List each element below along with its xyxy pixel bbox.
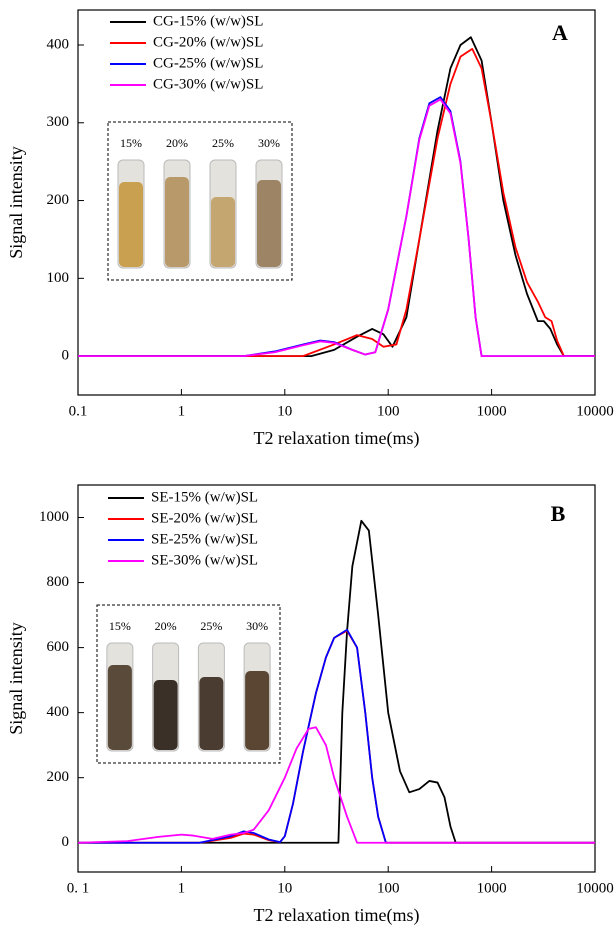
tube-sample (245, 671, 270, 750)
y-tick-label: 600 (47, 639, 70, 655)
y-axis-title: Signal intensity (6, 622, 26, 735)
y-tick-label: 200 (47, 192, 70, 208)
plot-frame (77, 9, 596, 396)
y-tick-label: 0 (62, 348, 70, 364)
x-axis-title: T2 relaxation time(ms) (254, 905, 420, 926)
x-tick-label: 100 (377, 403, 400, 419)
tube-sample (211, 197, 235, 267)
tube-sample (107, 665, 132, 750)
tube-sample (165, 177, 189, 267)
tube-sample (119, 182, 143, 267)
series-line (77, 726, 595, 844)
legend-label: CG-15% (w/w)SL (153, 13, 263, 29)
x-tick-label: 0. 1 (67, 880, 90, 896)
series-line (78, 36, 595, 358)
inset-label: 20% (166, 136, 188, 150)
tube-sample (257, 180, 281, 267)
x-tick-label: 1000 (477, 403, 507, 419)
legend-label: SE-20% (w/w)SL (151, 510, 258, 526)
inset-label: 20% (155, 619, 177, 633)
x-tick-label: 1000 (477, 880, 507, 896)
x-tick-label: 10000 (576, 403, 614, 419)
y-tick-label: 0 (62, 834, 70, 850)
y-tick-label: 100 (47, 270, 70, 286)
tube-sample (153, 680, 178, 750)
x-axis-title: T2 relaxation time(ms) (254, 428, 420, 449)
plot-frame (77, 484, 596, 873)
y-tick-label: 300 (47, 114, 70, 130)
series-line (78, 98, 595, 358)
legend-label: SE-30% (w/w)SL (151, 552, 258, 568)
series-line (78, 47, 595, 358)
panel-label: A (552, 20, 568, 45)
x-tick-label: 0.1 (69, 403, 88, 419)
y-tick-label: 800 (47, 574, 70, 590)
x-tick-label: 10 (277, 880, 292, 896)
legend-label: CG-20% (w/w)SL (153, 34, 263, 50)
inset-label: 25% (200, 619, 222, 633)
series-line (78, 519, 595, 844)
legend-label: SE-25% (w/w)SL (151, 531, 258, 547)
x-tick-label: 100 (377, 880, 400, 896)
inset-label: 30% (246, 619, 268, 633)
inset-label: 15% (109, 619, 131, 633)
legend-label: SE-15% (w/w)SL (151, 489, 258, 505)
inset-label: 30% (258, 136, 280, 150)
x-tick-label: 1 (178, 403, 186, 419)
inset-label: 15% (120, 136, 142, 150)
legend-label: CG-25% (w/w)SL (153, 55, 263, 71)
y-tick-label: 200 (47, 769, 70, 785)
inset-label: 25% (212, 136, 234, 150)
y-tick-label: 400 (47, 36, 70, 52)
legend-label: CG-30% (w/w)SL (153, 76, 263, 92)
x-tick-label: 1 (178, 880, 186, 896)
panel-label: B (551, 501, 566, 526)
tube-sample (199, 677, 224, 750)
y-tick-label: 400 (47, 704, 70, 720)
y-tick-label: 1000 (39, 509, 69, 525)
x-tick-label: 10000 (576, 880, 614, 896)
x-tick-label: 10 (277, 403, 292, 419)
y-axis-title: Signal intensity (6, 146, 26, 259)
